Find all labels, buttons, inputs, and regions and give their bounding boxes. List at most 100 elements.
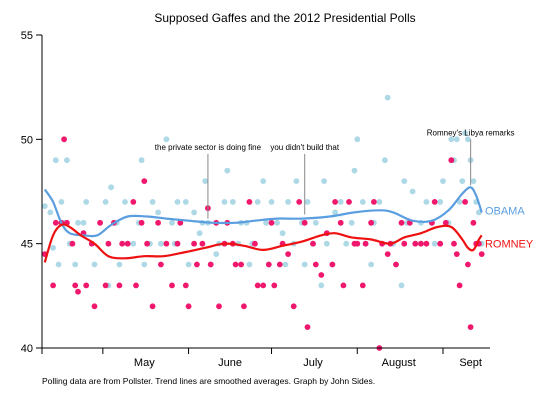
- romney-poll-point: [423, 240, 430, 247]
- obama-poll-point: [343, 240, 350, 247]
- obama-series-label: OBAMA: [485, 205, 525, 217]
- obama-poll-point: [116, 261, 123, 268]
- romney-poll-point: [72, 282, 79, 289]
- romney-poll-point: [418, 240, 424, 247]
- obama-poll-point: [423, 199, 430, 205]
- romney-poll-point: [312, 261, 319, 268]
- romney-poll-point: [453, 251, 460, 257]
- axes: 40 45 50 55 May June July August Sept: [21, 30, 490, 369]
- obama-poll-point: [440, 178, 446, 185]
- romney-poll-point: [412, 240, 419, 247]
- y-tick-label: 45: [21, 239, 33, 251]
- obama-poll-point: [91, 261, 98, 268]
- annotation-label: the private sector is doing fine: [155, 143, 262, 152]
- romney-poll-point: [254, 282, 261, 289]
- obama-poll-point: [260, 178, 267, 185]
- annotation-label: Romney's Libya remarks: [427, 128, 515, 137]
- obama-poll-point: [130, 240, 137, 247]
- obama-poll-point: [437, 199, 444, 205]
- romney-poll-point: [337, 219, 344, 226]
- romney-poll-point: [246, 199, 253, 205]
- romney-poll-point: [116, 282, 123, 289]
- romney-poll-point: [304, 324, 311, 330]
- romney-poll-point: [431, 199, 438, 205]
- romney-poll-point: [276, 261, 283, 268]
- romney-poll-point: [133, 282, 139, 289]
- romney-poll-point: [75, 288, 81, 295]
- obama-poll-point: [354, 136, 361, 143]
- romney-poll-point: [144, 240, 151, 247]
- romney-poll-point: [467, 324, 474, 330]
- obama-poll-point: [459, 178, 466, 185]
- y-tick-label: 50: [21, 134, 33, 146]
- romney-poll-point: [194, 261, 200, 268]
- romney-poll-point: [191, 240, 198, 247]
- obama-poll-point: [52, 157, 59, 164]
- romney-poll-point: [371, 199, 377, 205]
- romney-poll-point: [69, 240, 76, 247]
- obama-poll-point: [50, 244, 56, 251]
- romney-poll-point: [119, 240, 126, 247]
- obama-poll-point: [246, 261, 253, 268]
- obama-poll-point: [202, 178, 209, 185]
- romney-poll-point: [97, 219, 103, 226]
- romney-poll-point: [462, 199, 468, 205]
- obama-poll-point: [351, 167, 358, 174]
- romney-poll-point: [130, 199, 137, 205]
- romney-poll-point: [268, 219, 275, 226]
- obama-poll-point: [332, 209, 338, 216]
- obama-poll-point: [138, 157, 145, 164]
- romney-poll-point: [362, 240, 369, 247]
- data-points: [41, 94, 485, 351]
- romney-poll-point: [401, 240, 408, 247]
- romney-poll-point: [456, 282, 463, 289]
- obama-poll-point: [312, 219, 319, 226]
- obama-poll-point: [274, 219, 280, 226]
- romney-poll-point: [359, 282, 366, 289]
- romney-poll-point: [442, 219, 449, 226]
- romney-poll-point: [310, 240, 316, 247]
- obama-poll-point: [285, 199, 291, 205]
- romney-poll-point: [393, 261, 399, 268]
- obama-poll-point: [64, 157, 70, 164]
- romney-poll-point: [83, 282, 90, 289]
- x-month-label: May: [134, 357, 155, 369]
- romney-poll-point: [182, 282, 189, 289]
- obama-poll-point: [448, 136, 455, 143]
- romney-poll-point: [354, 240, 361, 247]
- romney-poll-point: [271, 282, 278, 289]
- obama-poll-point: [465, 136, 471, 143]
- romney-poll-point: [329, 261, 336, 268]
- obama-poll-point: [122, 199, 128, 205]
- romney-poll-point: [448, 157, 455, 164]
- obama-poll-point: [401, 178, 408, 185]
- romney-poll-point: [174, 240, 181, 247]
- romney-poll-point: [437, 240, 444, 247]
- obama-poll-point: [323, 240, 330, 247]
- romney-poll-point: [398, 219, 405, 226]
- x-month-label: August: [382, 357, 416, 369]
- romney-poll-point: [265, 261, 272, 268]
- romney-poll-point: [241, 303, 247, 310]
- chart-title: Supposed Gaffes and the 2012 Presidentia…: [154, 11, 415, 25]
- y-tick-label: 40: [21, 343, 33, 355]
- obama-poll-point: [376, 199, 383, 205]
- obama-poll-point: [182, 199, 189, 205]
- romney-poll-point: [368, 219, 374, 226]
- romney-poll-point: [207, 261, 214, 268]
- romney-poll-point: [346, 199, 352, 205]
- romney-poll-point: [465, 261, 471, 268]
- obama-poll-point: [348, 219, 355, 226]
- obama-poll-point: [382, 157, 388, 164]
- romney-poll-point: [332, 199, 338, 205]
- obama-poll-point: [263, 219, 269, 226]
- romney-poll-point: [199, 240, 206, 247]
- obama-poll-point: [158, 240, 164, 247]
- obama-poll-point: [41, 203, 48, 210]
- obama-poll-point: [359, 199, 366, 205]
- trend-lines: [43, 186, 483, 263]
- y-tick-label: 55: [21, 30, 33, 42]
- romney-poll-point: [470, 219, 477, 226]
- romney-poll-point: [149, 303, 156, 310]
